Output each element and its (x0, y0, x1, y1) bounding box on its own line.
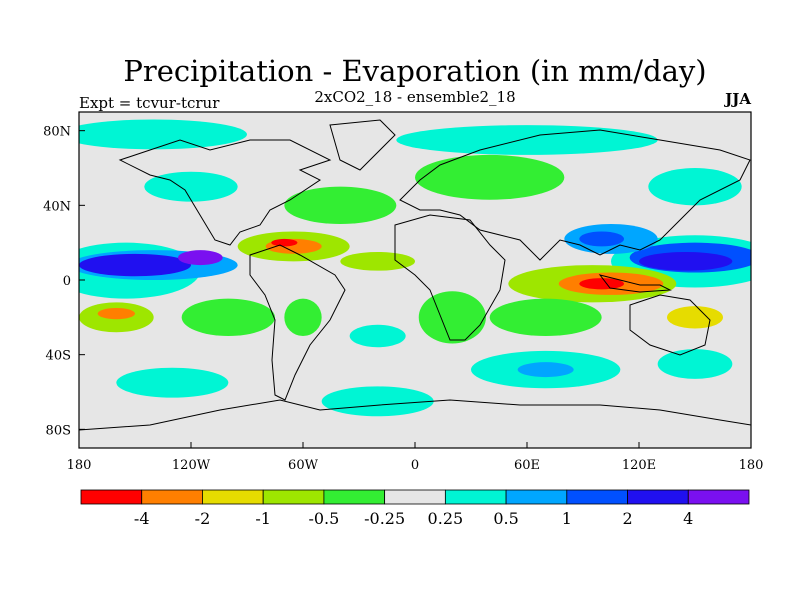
field-region (284, 186, 397, 224)
legend-label: 2 (622, 509, 632, 528)
field-region (79, 119, 247, 150)
coast-africa (394, 214, 506, 341)
field-region (657, 349, 733, 379)
field-region (415, 154, 565, 200)
coast-australia (629, 294, 711, 356)
lon-tick-label: 120W (172, 458, 211, 473)
field-region (396, 125, 658, 155)
legend-swatch (627, 489, 689, 505)
legend-label: 4 (683, 509, 693, 528)
legend-label: 0.25 (428, 509, 464, 528)
legend-label: -0.5 (308, 509, 339, 528)
lon-tick-label: 0 (411, 458, 419, 473)
chart-subtitle: 2xCO2_18 - ensemble2_18 (314, 88, 515, 106)
legend-swatch (444, 489, 507, 505)
coast-greenland (329, 119, 396, 171)
field-region (284, 298, 322, 337)
season-label: JJA (723, 90, 751, 108)
coast-north-america (118, 139, 332, 246)
field-region (579, 278, 625, 290)
field-region (418, 291, 486, 344)
field-region (667, 306, 723, 329)
longitude-axis: 180 120W 60W 0 60E 120E 180 (67, 442, 764, 473)
field-region (144, 171, 238, 202)
field-region (517, 362, 574, 378)
legend-swatch (141, 489, 203, 505)
field-region (340, 252, 415, 271)
coast-antarctica (79, 399, 751, 431)
field-region (271, 238, 298, 247)
coast-eurasia (399, 129, 751, 261)
legend-label: -0.25 (364, 509, 405, 528)
legend-swatch (262, 489, 325, 505)
lat-tick-label: 40S (46, 349, 71, 364)
legend-swatch (566, 489, 628, 505)
legend-label: -4 (134, 509, 150, 528)
experiment-label: Expt = tcvur-tcrur (79, 94, 220, 112)
lat-tick-label: 40N (43, 199, 71, 214)
coast-indonesia (598, 274, 672, 293)
field-region (181, 298, 275, 337)
legend-swatch (202, 489, 264, 505)
lon-tick-label: 180 (67, 458, 92, 473)
lat-tick-label: 0 (63, 274, 71, 289)
field-region (116, 367, 229, 398)
lat-tick-label: 80N (43, 125, 71, 140)
lat-tick-label: 80S (46, 423, 71, 438)
legend-label: -2 (195, 509, 211, 528)
map-area (78, 111, 752, 449)
lon-tick-label: 180 (739, 458, 764, 473)
legend-swatch (80, 489, 143, 505)
field-region (648, 168, 742, 206)
lon-tick-label: 60E (514, 458, 540, 473)
field-region (489, 298, 602, 337)
legend-swatch (384, 489, 446, 505)
legend-label: 0.5 (493, 509, 518, 528)
legend-label: -1 (255, 509, 271, 528)
coast-south-america (249, 244, 346, 401)
legend-swatch (323, 489, 386, 505)
lon-tick-label: 120E (622, 458, 656, 473)
coastlines (79, 119, 751, 431)
field-region (639, 252, 733, 271)
legend-swatch (505, 489, 568, 505)
legend-swatch (687, 489, 750, 505)
field-regions (79, 119, 751, 417)
field-region (349, 324, 406, 348)
legend-label: 1 (562, 509, 572, 528)
field-region (79, 253, 191, 277)
latitude-axis: 80N 40N 0 40S 80S (43, 125, 85, 438)
field-region (177, 250, 223, 266)
chart-title: Precipitation - Evaporation (in mm/day) (123, 54, 706, 88)
field-region (97, 308, 135, 320)
colorbar-legend: -4 -2 -1 -0.5 -0.25 0.25 0.5 1 2 4 (80, 489, 750, 528)
field-region (321, 386, 434, 417)
field-region (579, 231, 625, 247)
lon-tick-label: 60W (288, 458, 319, 473)
